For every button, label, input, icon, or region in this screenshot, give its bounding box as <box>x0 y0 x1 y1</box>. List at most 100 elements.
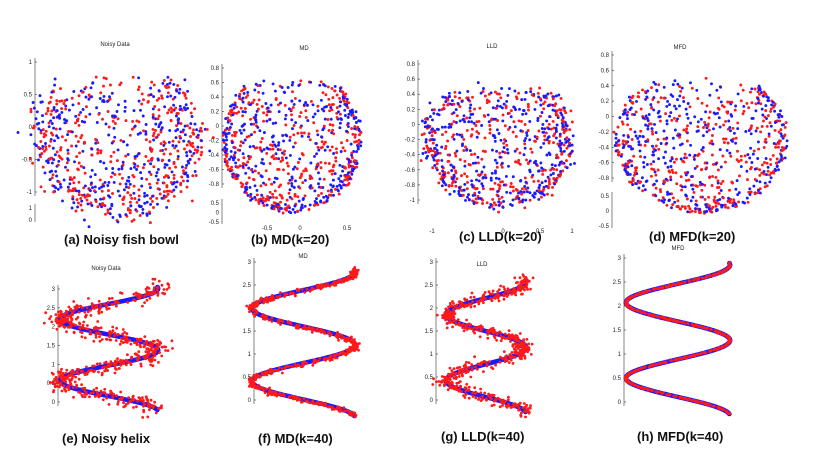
panel-b-data-point <box>259 199 263 203</box>
panel-b-data-point <box>273 189 277 193</box>
panel-e-y-tick-label: 0 <box>52 400 56 406</box>
panel-c-data-point <box>511 189 515 193</box>
panel-b-data-point <box>292 124 296 127</box>
panel-e-data-point <box>125 335 129 339</box>
panel-a-data-point <box>167 140 171 144</box>
panel-b-data-point <box>276 207 280 211</box>
panel-b-data-point <box>288 153 292 157</box>
panel-a-data-point <box>174 165 178 169</box>
panel-c-data-point <box>513 89 517 93</box>
panel-b-data-point <box>277 204 280 208</box>
panel-c-data-point <box>530 93 534 97</box>
panel-b-data-point <box>259 140 263 144</box>
panel-b-data-point <box>230 141 234 144</box>
panel-a-data-point <box>49 119 53 123</box>
panel-d-data-point <box>612 130 616 134</box>
panel-c-data-point <box>463 159 467 163</box>
panel-c-data-point <box>546 192 549 196</box>
panel-a-data-point <box>82 166 86 170</box>
panel-b-data-point <box>254 164 258 168</box>
panel-a-data-point <box>152 95 156 99</box>
panel-b-data-point <box>246 160 250 164</box>
panel-c-data-point <box>455 132 459 136</box>
panel-c-data-point <box>539 97 542 101</box>
panel-c-data-point <box>482 114 486 118</box>
panel-b-data-point <box>339 174 343 178</box>
panel-e-data-point <box>103 391 107 394</box>
panel-d-data-point <box>717 191 721 195</box>
panel-d-data-point <box>635 166 639 170</box>
panel-d-data-point <box>778 139 782 143</box>
panel-c-data-point <box>468 116 472 120</box>
panel-e-data-point <box>70 377 74 380</box>
panel-a-data-point <box>71 195 75 199</box>
panel-a-data-point <box>95 106 99 110</box>
panel-c-data-point <box>506 147 509 151</box>
panel-d-data-point <box>626 135 630 139</box>
panel-e-data-point <box>110 362 113 366</box>
panel-a-data-point <box>124 119 128 123</box>
panel-d-data-point <box>763 115 767 119</box>
panel-b-data-point <box>238 92 242 96</box>
panel-d-data-point <box>649 174 653 178</box>
panel-b-data-point <box>260 157 264 161</box>
panel-a-data-point <box>74 189 78 193</box>
panel-b-data-point <box>239 140 243 144</box>
panel-a-data-point <box>184 166 188 170</box>
panel-d-data-point <box>769 163 773 166</box>
panel-d-data-point <box>686 102 690 105</box>
panel-c-data-point <box>470 183 474 187</box>
panel-a-data-point <box>34 117 38 121</box>
panel-d-data-point <box>695 88 699 92</box>
panel-c-data-point <box>455 177 459 181</box>
panel-b-data-point <box>319 146 323 150</box>
panel-d-data-point <box>773 102 777 106</box>
panel-a-data-point <box>118 172 122 176</box>
panel-a-data-point <box>137 198 141 202</box>
panel-d-data-point <box>758 88 762 92</box>
panel-b-data-point <box>280 86 284 89</box>
panel-b-data-point <box>250 133 253 137</box>
panel-a-data-point <box>104 167 108 171</box>
panel-d-data-point <box>783 125 787 129</box>
panel-b-data-point <box>225 138 229 142</box>
panel-b-data-point <box>243 86 247 90</box>
panel-c-data-point <box>498 104 502 108</box>
panel-b-data-point <box>295 167 299 171</box>
panel-b-data-point <box>332 152 336 155</box>
panel-d-data-point <box>725 148 729 152</box>
panel-b-data-point <box>241 96 245 100</box>
panel-e-data-point <box>118 342 122 346</box>
panel-b-data-point <box>260 137 264 140</box>
panel-c-data-point <box>517 196 521 200</box>
panel-c-data-point <box>435 162 439 166</box>
panel-c-data-point <box>545 119 549 123</box>
panel-c-data-point <box>484 176 488 180</box>
panel-b-data-point <box>286 172 290 176</box>
panel-b-data-point <box>242 162 246 166</box>
panel-e-data-point <box>157 279 161 283</box>
panel-b-data-point <box>350 153 354 157</box>
panel-d-data-point <box>723 203 727 207</box>
panel-c-data-point <box>573 161 576 165</box>
panel-e-data-point <box>77 377 81 381</box>
panel-e-data-point <box>141 416 145 419</box>
panel-e-data-point <box>157 406 160 410</box>
panel-e-data-point <box>156 286 159 289</box>
panel-b-data-point <box>329 117 333 121</box>
panel-d-data-point <box>704 110 708 114</box>
panel-c-data-point <box>438 172 442 176</box>
panel-c-data-point <box>435 159 439 163</box>
panel-d-data-point <box>693 115 697 119</box>
panel-d-data-point <box>646 89 650 93</box>
panel-d-data-point <box>699 210 702 214</box>
panel-c-data-point <box>458 105 462 109</box>
panel-a-data-point <box>85 105 88 109</box>
panel-c-data-point <box>489 203 493 206</box>
panel-d-data-point <box>743 154 747 158</box>
panel-b-data-point <box>350 127 354 130</box>
panel-b-data-point <box>346 183 350 187</box>
panel-d-data-point <box>760 125 764 128</box>
panel-b-data-point <box>298 115 302 118</box>
panel-b-data-point <box>277 157 281 161</box>
